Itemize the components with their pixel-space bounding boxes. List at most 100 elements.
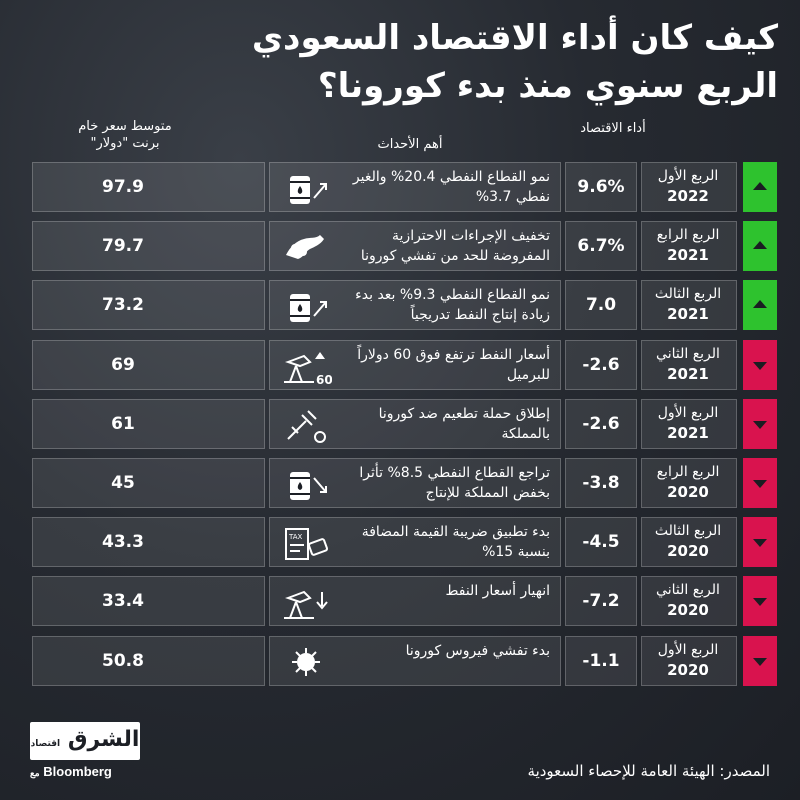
logo-bloomberg: مع Bloomberg xyxy=(30,764,140,779)
quarter-cell: الربع الثالث 2021 xyxy=(641,280,737,331)
quarter-year: 2020 xyxy=(667,660,709,679)
performance-value: -4.5 xyxy=(582,532,620,553)
virus-icon xyxy=(292,647,320,676)
brent-value: 73.2 xyxy=(102,295,144,316)
performance-value: 7.0 xyxy=(585,295,617,316)
quarter-label: الربع الثالث xyxy=(654,523,722,540)
trend-down-icon xyxy=(743,517,777,568)
brent-cell: 69 xyxy=(32,339,265,390)
brent-value: 50.8 xyxy=(102,650,144,671)
table-row: الربع الثاني 2020 -7.2 انهيار أسعار النفط 33… xyxy=(32,576,777,627)
quarter-cell: الربع الثالث 2020 xyxy=(641,517,737,568)
quarter-year: 2021 xyxy=(667,246,709,265)
event-text: انهيار أسعار النفط xyxy=(445,583,550,600)
source-note: المصدر: الهيئة العامة للإحصاء السعودية xyxy=(527,762,770,780)
performance-value: -1.1 xyxy=(582,650,620,671)
quarter-label: الربع الثاني xyxy=(656,345,720,362)
brent-cell: 97.9 xyxy=(32,162,265,212)
logo: الشرق اقتصاد مع Bloomberg xyxy=(30,722,140,782)
brent-value: 69 xyxy=(111,354,135,375)
quarter-label: الربع الأول xyxy=(657,404,719,421)
oil-barrel-up-icon xyxy=(290,176,327,204)
brent-value: 43.3 xyxy=(102,532,144,553)
performance-value: -2.6 xyxy=(582,413,620,434)
page-title: كيف كان أداء الاقتصاد السعودي الربع سنوي… xyxy=(18,14,778,110)
quarter-cell: الربع الأول 2021 xyxy=(641,398,737,449)
event-text: بدء تفشي فيروس كورونا xyxy=(405,642,550,659)
quarter-label: الربع الثاني xyxy=(656,582,720,599)
quarter-label: الربع الرابع xyxy=(656,227,720,244)
trend-down-icon xyxy=(743,635,777,686)
title-line-2: الربع سنوي منذ بدء كورونا؟ xyxy=(317,66,778,106)
quarter-cell: الربع الرابع 2021 xyxy=(641,221,737,272)
quarter-year: 2021 xyxy=(667,364,709,383)
header-price: متوسط سعر خام برنت "دولار" xyxy=(78,119,172,151)
performance-cell: -2.6 xyxy=(565,339,637,390)
event-cell: نمو القطاع النفطي 20.4% والغير نفطي 3.7% xyxy=(269,162,561,212)
performance-cell: -2.6 xyxy=(565,398,637,449)
quarter-cell: الربع الرابع 2020 xyxy=(641,458,737,508)
table-row: الربع الرابع 2020 -3.8 تراجع القطاع النفطي … xyxy=(32,458,777,508)
quarter-label: الربع الرابع xyxy=(656,464,720,480)
pump-60-label: 60 xyxy=(316,373,332,386)
event-cell: أسعار النفط ترتفع فوق 60 دولاراً للبرميل… xyxy=(269,339,561,390)
table-row: الربع الثالث 2021 7.0 نمو القطاع النفطي 9.3… xyxy=(32,280,777,331)
event-cell: انهيار أسعار النفط xyxy=(269,576,561,627)
brent-value: 79.7 xyxy=(102,236,144,257)
oil-barrel-up-icon xyxy=(290,294,327,323)
brent-value: 61 xyxy=(111,413,135,434)
logo-asharq: الشرق اقتصاد xyxy=(30,722,140,760)
performance-cell: -1.1 xyxy=(565,635,637,686)
brent-cell: 33.4 xyxy=(32,576,265,627)
quarter-year: 2020 xyxy=(667,483,709,501)
brent-cell: 73.2 xyxy=(32,280,265,331)
performance-cell: 6.7% xyxy=(565,221,637,272)
quarter-year: 2021 xyxy=(667,423,709,442)
event-text: أسعار النفط ترتفع فوق 60 دولاراً للبرميل xyxy=(357,346,550,383)
tax-label: TAX xyxy=(288,533,303,541)
performance-cell: 9.6% xyxy=(565,162,637,212)
quarter-label: الربع الثالث xyxy=(654,286,722,303)
brent-value: 33.4 xyxy=(102,591,144,612)
trend-down-icon xyxy=(743,339,777,390)
event-text: إطلاق حملة تطعيم ضد كورونا بالمملكة xyxy=(378,405,550,442)
event-cell: بدء تفشي فيروس كورونا xyxy=(269,635,561,686)
performance-value: 6.7% xyxy=(577,236,625,257)
table-row: الربع الرابع 2021 6.7% تخفيف الإجراءات الاح… xyxy=(32,221,777,272)
trend-down-icon xyxy=(743,458,777,508)
vaccine-syringe-icon xyxy=(287,410,326,443)
trend-down-icon xyxy=(743,576,777,627)
table-row: الربع الأول 2021 -2.6 إطلاق حملة تطعيم ضد ك… xyxy=(32,398,777,449)
table-row: الربع الثالث 2020 -4.5 بدء تطبيق ضريبة القي… xyxy=(32,517,777,568)
title-line-1: كيف كان أداء الاقتصاد السعودي xyxy=(251,18,778,58)
brent-cell: 79.7 xyxy=(32,221,265,272)
performance-cell: -4.5 xyxy=(565,517,637,568)
quarter-label: الربع الأول xyxy=(657,641,719,658)
hand-mask-icon xyxy=(286,235,324,260)
table-row: الربع الثاني 2021 -2.6 أسعار النفط ترتفع فو… xyxy=(32,339,777,390)
brent-cell: 50.8 xyxy=(32,635,265,686)
performance-value: -3.8 xyxy=(582,473,620,493)
performance-value: 9.6% xyxy=(577,177,625,197)
brent-value: 45 xyxy=(111,473,135,493)
quarter-cell: الربع الأول 2020 xyxy=(641,635,737,686)
brent-cell: 45 xyxy=(32,458,265,508)
quarter-cell: الربع الثاني 2021 xyxy=(641,339,737,390)
performance-cell: 7.0 xyxy=(565,280,637,331)
table-row: الربع الأول 2022 9.6% نمو القطاع النفطي 20.… xyxy=(32,162,777,212)
event-cell: نمو القطاع النفطي 9.3% بعد بدء زيادة إنت… xyxy=(269,280,561,331)
trend-up-icon xyxy=(743,280,777,331)
quarter-year: 2022 xyxy=(667,187,709,205)
logo-text: الشرق xyxy=(67,727,140,752)
oil-pump-down-icon xyxy=(284,591,328,620)
logo-with: مع xyxy=(30,768,40,778)
header-performance: أداء الاقتصاد xyxy=(580,121,646,136)
quarter-year: 2020 xyxy=(667,601,709,620)
logo-partner: Bloomberg xyxy=(43,764,112,779)
quarter-label: الربع الأول xyxy=(657,168,719,184)
event-cell: إطلاق حملة تطعيم ضد كورونا بالمملكة xyxy=(269,398,561,449)
logo-sub: اقتصاد xyxy=(30,739,61,749)
quarter-cell: الربع الأول 2022 xyxy=(641,162,737,212)
brent-cell: 61 xyxy=(32,398,265,449)
trend-down-icon xyxy=(743,398,777,449)
